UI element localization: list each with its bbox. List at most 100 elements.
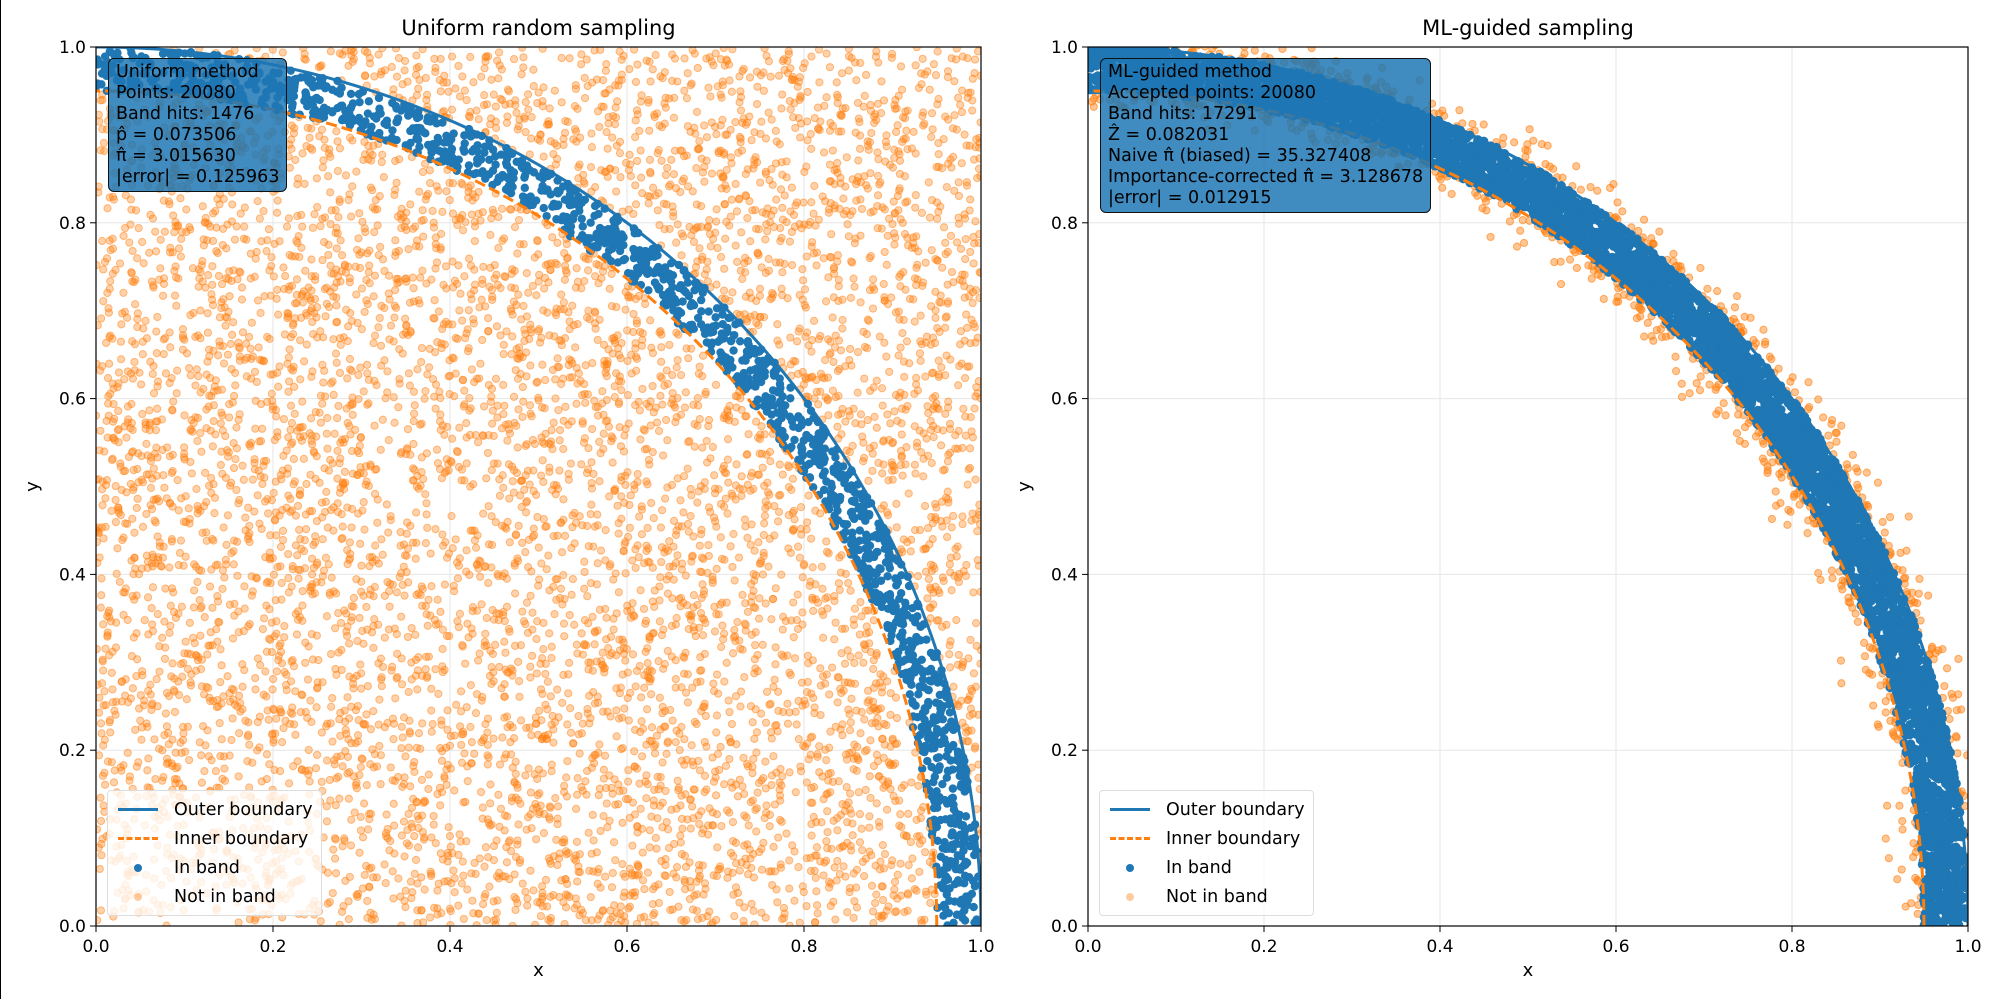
point-not-in-band	[322, 487, 331, 496]
point-not-in-band	[385, 579, 395, 588]
point-not-in-band	[170, 266, 179, 276]
point-not-in-band	[970, 404, 979, 413]
point-not-in-band	[865, 285, 875, 295]
point-not-in-band	[262, 750, 272, 759]
point-not-in-band	[462, 419, 471, 428]
point-not-in-band	[812, 261, 821, 270]
point-not-in-band	[728, 649, 738, 658]
point-not-in-band	[292, 275, 302, 284]
point-not-in-band	[522, 269, 531, 278]
point-not-in-band	[914, 781, 923, 791]
point-not-in-band	[915, 349, 925, 358]
point-not-in-band	[391, 236, 400, 245]
point-not-in-band	[412, 51, 421, 60]
point-not-in-band	[680, 875, 689, 885]
point-not-in-band	[528, 532, 537, 542]
point-not-in-band	[460, 400, 469, 409]
point-not-in-band	[123, 402, 132, 411]
point-not-in-band	[378, 150, 387, 159]
point-not-in-band	[750, 310, 759, 320]
point-not-in-band	[471, 708, 481, 718]
point-not-in-band	[298, 149, 307, 158]
point-not-in-band	[672, 862, 682, 872]
point-not-in-band	[895, 821, 904, 830]
point-not-in-band	[936, 291, 945, 300]
point-not-in-band	[635, 661, 644, 671]
point-not-in-band	[346, 212, 356, 221]
point-not-in-band	[493, 401, 502, 410]
point-not-in-band	[840, 659, 850, 668]
point-not-in-band	[640, 426, 649, 435]
point-not-in-band	[607, 883, 617, 892]
point-not-in-band	[549, 531, 558, 541]
point-not-in-band	[369, 707, 378, 716]
point-not-in-band	[931, 392, 940, 401]
point-not-in-band	[326, 649, 336, 659]
point-not-in-band	[176, 194, 185, 203]
point-not-in-band	[697, 154, 706, 163]
point-not-in-band	[882, 260, 891, 269]
point-not-in-band	[284, 549, 293, 559]
point-not-in-band	[125, 772, 135, 781]
point-not-in-band	[750, 920, 759, 926]
point-not-in-band	[464, 344, 473, 353]
point-not-in-band	[589, 542, 598, 551]
point-not-in-band	[123, 748, 132, 757]
point-not-in-band	[268, 402, 278, 411]
point-not-in-band	[915, 867, 924, 876]
point-not-in-band	[608, 789, 617, 798]
point-not-in-band	[581, 916, 591, 925]
point-not-in-band	[97, 851, 106, 860]
point-not-in-band	[247, 318, 256, 327]
point-not-in-band	[139, 324, 148, 333]
point-not-in-band	[617, 386, 626, 395]
point-not-in-band	[412, 798, 421, 807]
point-not-in-band	[455, 306, 464, 315]
point-not-in-band	[462, 96, 471, 105]
point-not-in-band	[856, 58, 865, 68]
point-not-in-band	[657, 506, 667, 515]
point-not-in-band	[376, 445, 385, 454]
point-not-in-band	[436, 87, 445, 96]
point-not-in-band	[417, 343, 427, 353]
point-not-in-band	[846, 789, 855, 798]
point-not-in-band	[395, 155, 404, 164]
point-not-in-band	[376, 341, 386, 350]
point-not-in-band	[193, 577, 202, 587]
point-not-in-band	[494, 790, 503, 799]
point-not-in-band	[578, 417, 587, 426]
point-not-in-band	[717, 821, 726, 831]
point-not-in-band	[316, 62, 325, 71]
point-not-in-band	[318, 513, 327, 522]
point-not-in-band	[418, 719, 427, 728]
point-not-in-band	[879, 279, 888, 289]
point-not-in-band	[250, 367, 260, 376]
point-not-in-band	[614, 714, 624, 723]
point-not-in-band	[525, 401, 535, 410]
point-not-in-band	[657, 374, 666, 383]
point-not-in-band	[761, 599, 770, 608]
point-not-in-band	[587, 500, 596, 509]
point-not-in-band	[510, 284, 520, 293]
point-not-in-band	[685, 222, 694, 232]
point-not-in-band	[198, 202, 207, 211]
point-not-in-band	[894, 351, 903, 360]
point-not-in-band	[400, 66, 409, 75]
point-not-in-band	[138, 350, 147, 359]
point-not-in-band	[423, 523, 432, 532]
point-not-in-band	[363, 913, 372, 922]
point-not-in-band	[501, 648, 510, 657]
point-not-in-band	[856, 729, 865, 738]
point-not-in-band	[269, 570, 279, 579]
point-not-in-band	[115, 259, 125, 268]
point-not-in-band	[936, 202, 945, 211]
point-not-in-band	[601, 526, 610, 535]
point-not-in-band	[771, 159, 781, 168]
point-not-in-band	[100, 447, 109, 456]
point-not-in-band	[947, 267, 957, 277]
point-not-in-band	[798, 573, 807, 582]
point-not-in-band	[793, 590, 802, 599]
point-not-in-band	[744, 821, 753, 830]
point-not-in-band	[219, 523, 228, 532]
point-not-in-band	[464, 183, 473, 192]
